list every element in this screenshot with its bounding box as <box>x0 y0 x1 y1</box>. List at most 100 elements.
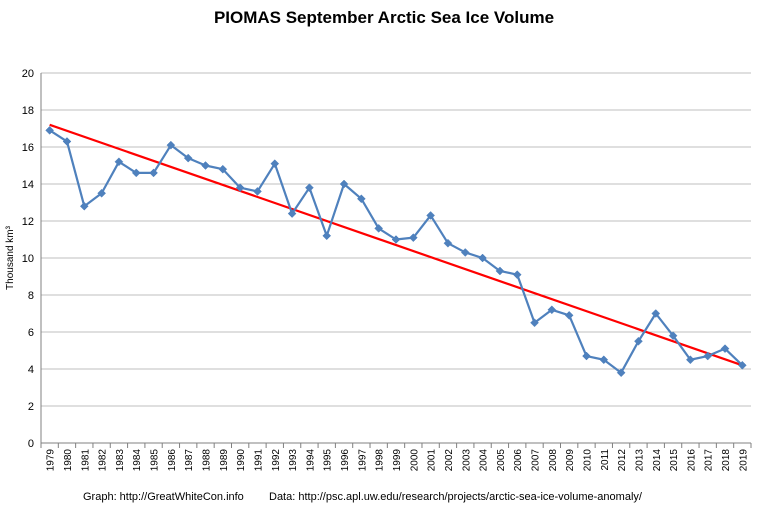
data-point-2014 <box>651 309 661 318</box>
x-tick-label: 1981 <box>80 449 91 472</box>
x-tick-label: 2000 <box>409 449 420 472</box>
x-tick-label: 2006 <box>513 449 524 472</box>
x-tick-label: 2004 <box>479 449 490 472</box>
x-tick-label: 1999 <box>392 449 403 472</box>
x-tick-label: 2018 <box>721 449 732 472</box>
data-point-1998 <box>374 224 384 233</box>
data-point-2001 <box>426 211 435 220</box>
y-tick-label: 0 <box>28 438 34 450</box>
grid-lines <box>41 72 751 407</box>
y-tick-label: 18 <box>22 105 34 117</box>
data-point-2017 <box>703 351 713 361</box>
data-point-1980 <box>62 137 72 146</box>
series-layer <box>45 125 747 378</box>
x-tick-label: 2001 <box>427 449 438 472</box>
x-tick-label: 1998 <box>375 449 386 472</box>
data-point-2000 <box>408 233 418 243</box>
y-tick-label: 16 <box>22 142 34 154</box>
x-tick-label: 1992 <box>271 449 282 472</box>
data-point-1987 <box>183 153 193 163</box>
data-point-1988 <box>201 161 210 170</box>
x-tick-label: 2015 <box>669 449 680 472</box>
series-line <box>49 129 744 374</box>
data-point-2018 <box>720 344 730 354</box>
trend-line <box>49 123 743 367</box>
y-tick-label: 4 <box>28 364 34 376</box>
x-tick-label: 2010 <box>582 449 593 472</box>
x-tick-label: 1995 <box>323 449 334 472</box>
data-point-2006 <box>512 270 522 280</box>
y-tick-label: 6 <box>28 327 34 339</box>
x-tick-label: 2007 <box>531 449 542 472</box>
axes <box>40 73 752 448</box>
x-tick-label: 1996 <box>340 449 351 472</box>
x-tick-labels: 1979 1980 1981 1982 1983 1984 1985 1986 1987 1988… <box>46 449 750 472</box>
y-tick-label: 10 <box>22 253 34 265</box>
x-tick-label: 1979 <box>46 449 57 472</box>
x-tick-label: 1993 <box>288 449 299 472</box>
x-tick-label: 1990 <box>236 449 247 472</box>
data-point-1997 <box>357 194 366 204</box>
data-point-1979 <box>45 125 55 135</box>
x-tick-label: 2017 <box>704 449 715 472</box>
data-point-1995 <box>322 231 332 241</box>
data-point-2015 <box>668 331 678 341</box>
y-tick-label: 14 <box>22 179 34 191</box>
trend-line-layer <box>49 123 743 367</box>
x-tick-label: 1984 <box>132 449 143 472</box>
data-point-2008 <box>547 305 557 315</box>
data-point-1989 <box>218 164 228 174</box>
y-tick-label: 20 <box>22 68 34 80</box>
data-point-1992 <box>270 159 280 169</box>
x-tick-label: 2012 <box>617 449 628 472</box>
data-point-1983 <box>114 157 124 167</box>
x-tick-label: 2009 <box>565 449 576 472</box>
x-tick-label: 1986 <box>167 449 178 472</box>
data-point-2007 <box>530 318 539 328</box>
data-point-1999 <box>391 235 401 244</box>
data-point-1990 <box>235 183 245 193</box>
data-point-1993 <box>287 209 297 218</box>
data-point-1985 <box>149 168 158 178</box>
data-point-2019 <box>737 360 747 370</box>
x-tick-label: 2013 <box>634 449 645 472</box>
y-tick-label: 8 <box>28 290 34 302</box>
x-tick-label: 2003 <box>461 449 472 472</box>
x-tick-label: 1991 <box>253 449 264 472</box>
x-tick-label: 1983 <box>115 449 126 472</box>
data-point-2016 <box>686 355 695 365</box>
data-point-2004 <box>478 253 487 263</box>
x-tick-label: 1997 <box>357 449 368 472</box>
footer-data-source: Data: http://psc.apl.uw.edu/research/pro… <box>269 491 642 503</box>
data-point-2009 <box>564 310 574 320</box>
data-point-2011 <box>599 355 609 365</box>
data-point-2003 <box>460 248 470 257</box>
x-tick-label: 2016 <box>686 449 697 472</box>
x-tick-label: 2005 <box>496 449 507 472</box>
y-tick-labels: 0 2 4 6 8 10 12 14 16 18 20 <box>22 68 34 450</box>
data-point-2013 <box>634 336 643 346</box>
x-tick-label: 1994 <box>305 449 316 472</box>
footer-graph-credit: Graph: http://GreatWhiteCon.info <box>83 491 244 503</box>
x-tick-label: 2014 <box>652 449 663 472</box>
y-tick-label: 12 <box>22 216 34 228</box>
data-point-1981 <box>79 201 89 211</box>
y-axis-label: Thousand km³ <box>5 225 16 290</box>
x-tick-label: 1980 <box>63 449 74 472</box>
x-tick-label: 2019 <box>738 449 749 472</box>
x-tick-label: 1985 <box>150 449 161 472</box>
x-tick-label: 1987 <box>184 449 195 472</box>
data-point-2012 <box>616 368 626 378</box>
x-tick-label: 2002 <box>444 449 455 472</box>
x-tick-label: 1988 <box>202 449 213 472</box>
data-point-1986 <box>166 140 176 150</box>
data-point-1996 <box>339 179 349 189</box>
data-point-1984 <box>131 168 141 178</box>
chart-title: PIOMAS September Arctic Sea Ice Volume <box>213 8 555 27</box>
x-tick-label: 1982 <box>98 449 109 472</box>
data-point-2010 <box>582 351 591 361</box>
x-tick-label: 2008 <box>548 449 559 472</box>
data-point-1991 <box>253 187 262 196</box>
data-point-2002 <box>443 238 453 248</box>
